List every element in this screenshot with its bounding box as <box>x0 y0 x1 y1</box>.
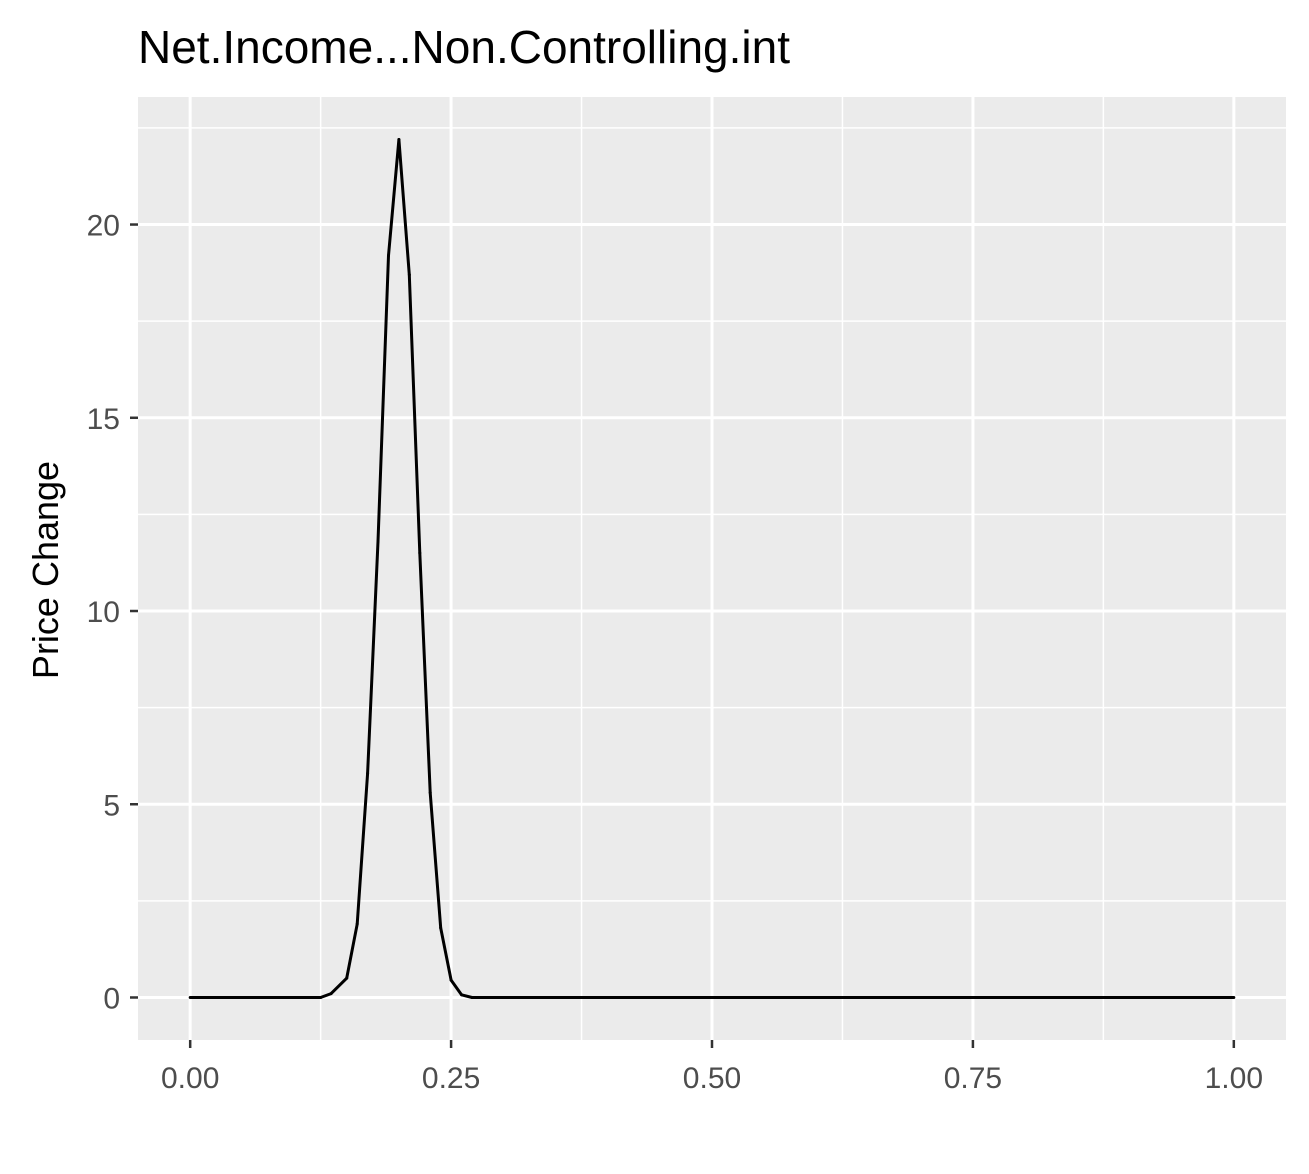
y-tick-label: 10 <box>87 596 120 629</box>
data-point <box>460 993 464 997</box>
data-point <box>971 995 975 999</box>
x-tick-label: 0.50 <box>683 1062 741 1095</box>
x-tick-label: 0.25 <box>422 1062 480 1095</box>
y-axis: 0 5 10 15 20 <box>87 210 138 1015</box>
data-point <box>329 992 333 996</box>
y-tick-label: 15 <box>87 403 120 436</box>
data-point <box>376 539 380 543</box>
x-tick-label: 0.75 <box>944 1062 1002 1095</box>
data-point <box>345 976 349 980</box>
data-point <box>501 995 505 999</box>
data-point <box>355 922 359 926</box>
data-point <box>449 978 453 982</box>
data-point <box>366 771 370 775</box>
y-tick-label: 20 <box>87 210 120 243</box>
data-point <box>710 995 714 999</box>
data-point <box>418 551 422 555</box>
data-point <box>1232 995 1236 999</box>
x-axis: 0.00 0.25 0.50 0.75 1.00 <box>161 1040 1263 1095</box>
x-tick-label: 0.00 <box>161 1062 219 1095</box>
data-point <box>470 995 474 999</box>
x-tick-label: 1.00 <box>1205 1062 1263 1095</box>
data-point <box>407 273 411 277</box>
y-axis-title: Price Change <box>25 461 66 679</box>
y-tick-label: 5 <box>103 789 120 822</box>
series-line <box>190 138 1234 999</box>
chart-title: Net.Income...Non.Controlling.int <box>138 21 790 73</box>
data-point <box>439 926 443 930</box>
series-layer <box>188 138 1236 999</box>
data-point <box>319 995 323 999</box>
data-point <box>188 995 192 999</box>
data-point <box>397 138 401 142</box>
data-point <box>428 791 432 795</box>
data-point <box>386 253 390 257</box>
y-tick-label: 0 <box>103 982 120 1015</box>
